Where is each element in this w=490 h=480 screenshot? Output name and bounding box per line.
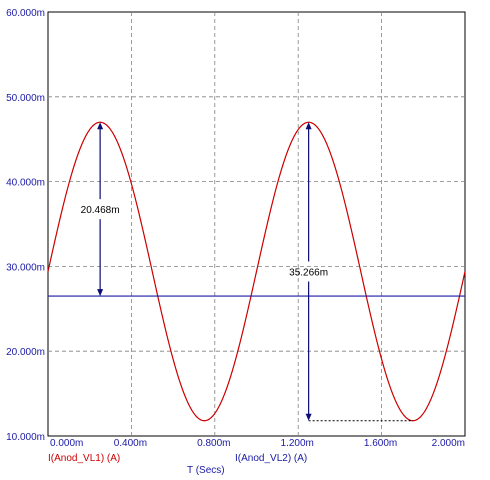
plot-frame xyxy=(47,11,466,437)
x-tick-label: 2.000m xyxy=(432,438,465,449)
x-tick-label: 1.600m xyxy=(364,438,397,449)
x-tick-label: 0.400m xyxy=(114,438,147,449)
legend-entry-anod-vl1: I(Anod_VL1) (A) xyxy=(48,453,120,464)
grid-lines xyxy=(48,12,465,436)
arrow-head xyxy=(97,289,104,297)
x-tick-label: 0.000m xyxy=(50,438,83,449)
annotations-group: 20.468m 35.266m xyxy=(81,122,413,422)
legend-entry-anod-vl2: I(Anod_VL2) (A) xyxy=(235,453,307,464)
y-axis-tick-labels: 10.000m 20.000m 30.000m 40.000m 50.000m 60.00… xyxy=(6,8,45,443)
arrow-head xyxy=(305,413,312,421)
annotation-label: 35.266m xyxy=(289,267,328,278)
arrow-head xyxy=(97,122,104,130)
x-tick-label: 1.200m xyxy=(281,438,314,449)
series-group xyxy=(47,121,466,422)
y-tick-label: 60.000m xyxy=(6,8,45,19)
x-axis-tick-labels: 0.000m 0.400m 0.800m 1.200m 1.600m 2.000m xyxy=(50,438,465,449)
series-line-anod-vl1 xyxy=(47,121,466,422)
y-tick-label: 50.000m xyxy=(6,93,45,104)
y-tick-label: 30.000m xyxy=(6,262,45,273)
x-tick-label: 0.800m xyxy=(197,438,230,449)
y-tick-label: 10.000m xyxy=(6,432,45,443)
y-tick-label: 20.000m xyxy=(6,347,45,358)
x-axis-label: T (Secs) xyxy=(187,465,225,476)
legend: I(Anod_VL1) (A) I(Anod_VL2) (A) xyxy=(48,453,307,464)
annotation-label: 20.468m xyxy=(81,205,120,216)
arrow-head xyxy=(305,122,312,130)
y-tick-label: 40.000m xyxy=(6,178,45,189)
